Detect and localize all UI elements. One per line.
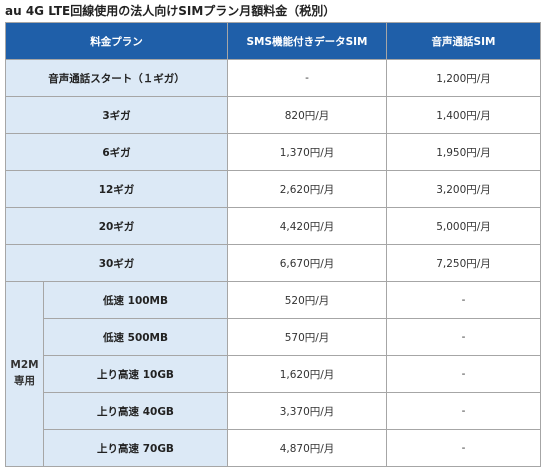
price: 3,200円/月 — [386, 170, 541, 208]
row: 30ギガ 6,670円/月 7,250円/月 — [5, 244, 541, 282]
price: 1,200円/月 — [386, 59, 541, 97]
plan-name: 30ギガ — [5, 244, 228, 282]
price: - — [386, 355, 541, 393]
price: - — [386, 281, 541, 319]
price: - — [386, 318, 541, 356]
price: 520円/月 — [227, 281, 387, 319]
price: - — [386, 429, 541, 467]
row: 12ギガ 2,620円/月 3,200円/月 — [5, 170, 541, 208]
row: 音声通話スタート（１ギガ） -1,200円/月 — [5, 59, 541, 97]
price: 1,950円/月 — [386, 133, 541, 171]
price: - — [386, 392, 541, 430]
price: 1,370円/月 — [227, 133, 387, 171]
price: 6,670円/月 — [227, 244, 387, 282]
row: 上り高速 10GB 1,620円/月 - — [6, 355, 541, 393]
header-row: 料金プラン SMS機能付きデータSIM 音声通話SIM — [5, 22, 541, 60]
row: 20ギガ 4,420円/月 5,000円/月 — [5, 207, 541, 245]
row: M2M 専用 低速 100MB 520円/月 - — [5, 281, 541, 467]
group-label-line: 専用 — [14, 375, 35, 387]
row: 6ギガ 1,370円/月 1,950円/月 — [5, 133, 541, 171]
row: 上り高速 40GB 3,370円/月 - — [6, 392, 541, 430]
price: 820円/月 — [227, 96, 387, 134]
plan-name: 低速 100MB — [43, 281, 228, 319]
price: 570円/月 — [227, 318, 387, 356]
price: 7,250円/月 — [386, 244, 541, 282]
header-cell: SMS機能付きデータSIM — [227, 22, 387, 60]
price: 5,000円/月 — [386, 207, 541, 245]
plan-name: 12ギガ — [5, 170, 228, 208]
group-label-line: M2M — [10, 359, 39, 372]
group-label: M2M 専用 — [5, 281, 44, 467]
price: 4,420円/月 — [227, 207, 387, 245]
plan-name: 上り高速 70GB — [43, 429, 228, 467]
price: 1,620円/月 — [227, 355, 387, 393]
price-table: 料金プラン SMS機能付きデータSIM 音声通話SIM 音声通話スタート（１ギガ） -1… — [5, 22, 541, 467]
plan-name: 上り高速 40GB — [43, 392, 228, 430]
plan-name: 20ギガ — [5, 207, 228, 245]
plan-name: 6ギガ — [5, 133, 228, 171]
title: au 4G LTE回線使用の法人向けSIMプラン月額料金（税別） — [5, 4, 336, 18]
price: 3,370円/月 — [227, 392, 387, 430]
price: 2,620円/月 — [227, 170, 387, 208]
price: - — [227, 59, 387, 97]
plan-name: 3ギガ — [5, 96, 228, 134]
plan-name: 音声通話スタート（１ギガ） — [5, 59, 228, 97]
row: 上り高速 70GB 4,870円/月 - — [6, 429, 541, 467]
plan-name: 低速 500MB — [43, 318, 228, 356]
row: 3ギガ 820円/月 1,400円/月 — [5, 96, 541, 134]
header-cell: 音声通話SIM — [386, 22, 541, 60]
price: 4,870円/月 — [227, 429, 387, 467]
row: 低速 500MB 570円/月 - — [6, 318, 541, 356]
price: 1,400円/月 — [386, 96, 541, 134]
header-cell: 料金プラン — [5, 22, 228, 60]
plan-name: 上り高速 10GB — [43, 355, 228, 393]
